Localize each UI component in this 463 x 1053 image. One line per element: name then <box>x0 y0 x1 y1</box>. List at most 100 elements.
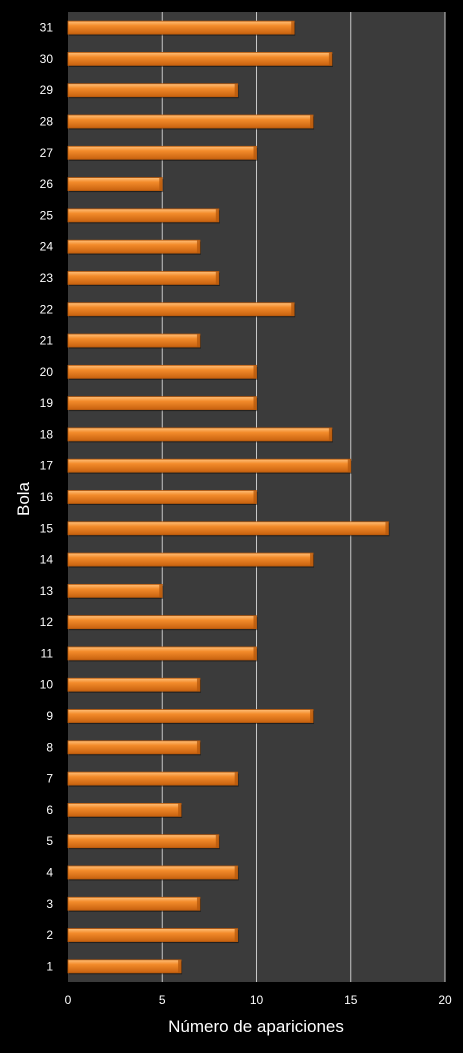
bar-end-cap <box>178 803 182 817</box>
y-tick-label: 20 <box>40 365 54 379</box>
bar-16 <box>67 490 258 505</box>
y-tick-label: 12 <box>40 615 54 629</box>
bar-1 <box>67 959 183 975</box>
bar-end-cap <box>196 740 200 754</box>
bar-end-cap <box>196 334 200 348</box>
y-tick-label: 30 <box>40 52 54 66</box>
bar-rect <box>67 803 182 817</box>
bar-end-cap <box>159 584 163 598</box>
y-tick-label: 3 <box>46 897 53 911</box>
y-tick-label: 13 <box>40 584 54 598</box>
bar-31 <box>67 20 296 36</box>
bar-rect <box>67 114 314 129</box>
y-tick-label: 23 <box>40 271 54 285</box>
y-tick-label: 2 <box>46 928 53 942</box>
bar-end-cap <box>253 365 257 379</box>
y-tick-label: 21 <box>40 334 54 348</box>
bar-6 <box>67 803 183 818</box>
bar-end-cap <box>310 709 314 723</box>
bar-rect <box>67 52 333 66</box>
bar-20 <box>67 364 258 380</box>
bar-rect <box>67 364 257 379</box>
bar-rect <box>67 208 220 223</box>
y-tick-label: 25 <box>40 208 54 222</box>
bar-rect <box>67 646 257 661</box>
y-tick-label: 8 <box>46 740 53 754</box>
bar-end-cap <box>234 772 238 786</box>
bar-end-cap <box>253 490 257 504</box>
bar-rect <box>67 271 220 285</box>
bar-rect <box>67 83 239 98</box>
bar-rect <box>67 20 295 35</box>
bar-rect <box>67 458 352 473</box>
y-tick-label: 6 <box>46 803 53 817</box>
bar-5 <box>67 834 220 850</box>
bar-3 <box>67 896 201 912</box>
bar-end-cap <box>385 521 389 535</box>
bar-29 <box>67 83 239 99</box>
bar-rect <box>67 302 295 317</box>
y-tick-label: 27 <box>40 146 54 160</box>
bar-end-cap <box>291 21 295 35</box>
bar-26 <box>67 177 164 193</box>
bar-end-cap <box>215 208 219 222</box>
bar-rect <box>67 521 389 536</box>
bar-rect <box>67 771 239 786</box>
bar-end-cap <box>253 396 257 410</box>
bar-21 <box>67 333 201 349</box>
y-tick-label: 5 <box>46 834 53 848</box>
y-tick-label: 29 <box>40 83 54 97</box>
y-tick-label: 10 <box>40 678 54 692</box>
bar-7 <box>67 771 239 787</box>
y-tick-label: 18 <box>40 427 54 441</box>
bar-rect <box>67 583 163 598</box>
x-tick-label: 20 <box>438 993 452 1007</box>
bar-22 <box>67 302 296 318</box>
bar-rect <box>67 896 201 911</box>
bar-rect <box>67 145 257 160</box>
y-tick-label: 22 <box>40 302 54 316</box>
bar-11 <box>67 646 258 662</box>
y-tick-label: 9 <box>46 709 53 723</box>
bar-14 <box>67 552 315 568</box>
x-tick-labels: 0 5 10 15 20 <box>65 993 452 1007</box>
bar-end-cap <box>310 115 314 129</box>
bar-end-cap <box>196 897 200 911</box>
bar-rect <box>67 865 239 880</box>
bar-28 <box>67 114 315 130</box>
bar-30 <box>67 52 333 67</box>
bar-23 <box>67 271 220 286</box>
bar-10 <box>67 677 201 693</box>
bar-end-cap <box>234 83 238 97</box>
bar-end-cap <box>328 52 332 66</box>
y-tick-label: 19 <box>40 396 54 410</box>
bar-rect <box>67 709 314 723</box>
bar-end-cap <box>291 302 295 316</box>
bar-15 <box>67 521 390 537</box>
bar-4 <box>67 865 239 881</box>
bar-rect <box>67 834 220 849</box>
bar-27 <box>67 145 258 161</box>
y-tick-label: 1 <box>46 959 53 973</box>
x-tick-label: 5 <box>159 993 166 1007</box>
y-axis-title: Bola <box>14 481 33 516</box>
y-tick-label: 26 <box>40 177 54 191</box>
x-tick-label: 0 <box>65 993 72 1007</box>
bar-19 <box>67 396 258 412</box>
y-tick-label: 4 <box>46 865 53 879</box>
bar-9 <box>67 709 315 725</box>
y-tick-label: 7 <box>46 772 53 786</box>
x-axis-title: Número de apariciones <box>168 1017 344 1036</box>
y-tick-label: 15 <box>40 521 54 535</box>
bar-end-cap <box>253 646 257 660</box>
bar-rect <box>67 333 201 348</box>
bar-rect <box>67 552 314 567</box>
bar-rect <box>67 928 239 942</box>
bar-rect <box>67 396 257 411</box>
x-tick-label: 10 <box>250 993 264 1007</box>
bar-end-cap <box>347 459 351 473</box>
bar-end-cap <box>178 959 182 973</box>
y-tick-label: 24 <box>40 240 54 254</box>
bars <box>67 20 390 975</box>
